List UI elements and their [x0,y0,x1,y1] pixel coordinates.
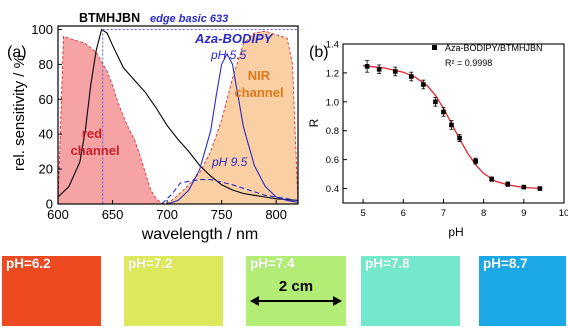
ratio-vs-ph-chart: 5 6 7 8 9 10 0.4 0.6 0.8 1.0 1.2 1.4 pH R (b) Aza-… [307,40,568,240]
red-channel-label-2: channel [70,143,119,158]
r-squared-label: R² = 0.9998 [445,58,492,68]
ph95-curve [58,179,299,205]
swatch-label: pH=6.2 [6,256,51,271]
dye-label: Aza-BODIPY [194,31,274,46]
chart-b-frame [342,43,565,204]
ph-low-label: pH 9.5 [211,155,248,169]
legend-marker [432,45,437,50]
swatch-label: pH=8.7 [483,256,528,271]
y-tick-label: 40 [39,127,53,142]
nir_channel-edge [166,30,299,205]
red-channel-label: red [82,126,102,141]
data-point [489,176,494,182]
chart-a-frame [57,25,299,205]
y-axis-label-b: R [307,118,321,127]
swatch-ph-7-2: pH=7.2 [124,256,223,326]
btmhjbn-curve [57,28,299,202]
scale-bar-label: 2 cm [278,278,314,295]
panel-a-label: (a) [7,44,27,61]
data-point [421,82,426,87]
y-tick-label: 0 [46,197,53,212]
spectral-sensitivity-chart: 600 650 700 750 800 0 20 40 60 80 100 wavelength … [7,11,299,243]
x-tick-label: 700 [156,207,178,222]
y-tick-label: 100 [31,22,53,37]
data-point [473,158,478,164]
x-tick-label: 8 [481,208,486,219]
swatch-label: pH=7.8 [365,256,410,271]
y-tick-label: 0.4 [326,184,339,195]
swatch-label: pH=7.4 [250,256,295,271]
data-point [537,186,543,191]
x-tick-label: 750 [211,207,233,222]
x-axis-label-b: pH [448,225,463,239]
red_channel-area [58,36,168,204]
data-point [364,64,370,69]
swatch-label: pH=7.2 [128,256,173,271]
y-tick-label: 1.4 [326,40,339,51]
nir-channel-label-2: channel [234,85,283,100]
legend-label: Aza-BODIPY/BTMHJBN [445,43,543,53]
ph55-curve [58,52,299,205]
swatch-ph-8-7: pH=8.7 [479,256,566,326]
x-tick-label: 9 [521,208,526,219]
y-tick-label: 1.0 [326,97,339,108]
x-tick-label: 10 [559,208,568,219]
nir_channel-area [167,31,298,205]
data-point [457,135,462,141]
y-tick-label: 0.8 [326,126,339,137]
swatch-ph-7-4: pH=7.4 [246,256,346,326]
x-tick-label: 6 [401,208,406,219]
data-point [392,69,398,74]
swatch-ph-6-2: pH=6.2 [2,256,101,326]
y-tick-label: 80 [39,57,53,72]
swatch-ph-7-8: pH=7.8 [361,256,460,326]
data-point [376,66,382,72]
data-point [521,184,527,190]
x-axis-label: wavelength / nm [141,226,259,243]
data-point [449,122,454,128]
red_channel-edge [57,35,168,205]
x-tick-label: 800 [265,207,287,222]
nir-channel-label: NIR [248,68,271,83]
y-tick-label: 1.2 [326,68,339,79]
scale-bar: 2 cm [250,278,342,310]
x-tick-label: 650 [102,207,124,222]
y-axis-label: rel. sensitivity / % [11,55,28,171]
data-point [441,109,446,115]
panel-b-label: (b) [309,44,329,61]
edge-filter-label: edge basic 633 [150,13,228,25]
data-point [409,74,414,79]
y-tick-label: 60 [39,92,53,107]
y-tick-label: 0.6 [326,155,339,166]
data-point [433,99,438,105]
ph-high-label: pH 5.5 [210,48,247,62]
x-tick-label: 600 [47,207,69,222]
data-point [505,181,511,187]
btmhjbn-label: BTMHJBN [79,11,140,25]
y-tick-label: 20 [39,162,53,177]
x-tick-label: 5 [360,208,365,219]
x-tick-label: 7 [441,208,446,219]
